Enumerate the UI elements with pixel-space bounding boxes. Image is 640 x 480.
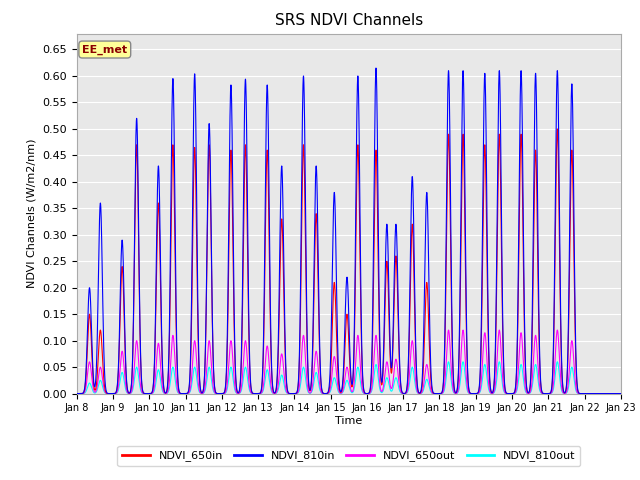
X-axis label: Time: Time [335, 416, 362, 426]
Y-axis label: NDVI Channels (W/m2/nm): NDVI Channels (W/m2/nm) [27, 139, 36, 288]
Legend: NDVI_650in, NDVI_810in, NDVI_650out, NDVI_810out: NDVI_650in, NDVI_810in, NDVI_650out, NDV… [118, 446, 580, 466]
Text: EE_met: EE_met [82, 44, 127, 55]
Title: SRS NDVI Channels: SRS NDVI Channels [275, 13, 423, 28]
